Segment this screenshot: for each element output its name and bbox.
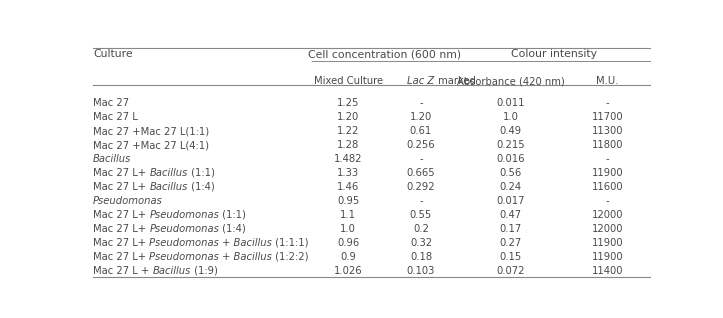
- Text: 12000: 12000: [591, 210, 623, 220]
- Text: 11700: 11700: [591, 112, 623, 122]
- Text: 1.1: 1.1: [340, 210, 356, 220]
- Text: Mac 27 L: Mac 27 L: [93, 112, 138, 122]
- Text: 0.49: 0.49: [500, 126, 522, 136]
- Text: M.U.: M.U.: [596, 76, 618, 86]
- Text: Colour intensity: Colour intensity: [511, 49, 597, 59]
- Text: Pseudomonas + Bacillus: Pseudomonas + Bacillus: [150, 252, 273, 262]
- Text: Mac 27 L+: Mac 27 L+: [93, 224, 150, 234]
- Text: 1.482: 1.482: [334, 154, 362, 164]
- Text: (1:1): (1:1): [188, 168, 215, 178]
- Text: 1.0: 1.0: [341, 224, 356, 234]
- Text: Pseudomonas: Pseudomonas: [93, 196, 163, 206]
- Text: Pseudomonas: Pseudomonas: [150, 224, 219, 234]
- Text: (1:9): (1:9): [191, 266, 218, 276]
- Text: Pseudomonas: Pseudomonas: [150, 210, 219, 220]
- Text: Bacillus: Bacillus: [150, 182, 188, 192]
- Text: 11900: 11900: [591, 252, 623, 262]
- Text: 0.47: 0.47: [500, 210, 522, 220]
- Text: 0.017: 0.017: [497, 196, 525, 206]
- Text: -: -: [605, 196, 609, 206]
- Text: (1:4): (1:4): [188, 182, 215, 192]
- Text: (1:4): (1:4): [219, 224, 246, 234]
- Text: Mac 27 +Mac 27 L(4:1): Mac 27 +Mac 27 L(4:1): [93, 140, 209, 150]
- Text: 11900: 11900: [591, 168, 623, 178]
- Text: 0.56: 0.56: [500, 168, 522, 178]
- Text: 0.17: 0.17: [500, 224, 522, 234]
- Text: 0.55: 0.55: [410, 210, 432, 220]
- Text: Mac 27 L +: Mac 27 L +: [93, 266, 153, 276]
- Text: Pseudomonas + Bacillus: Pseudomonas + Bacillus: [150, 238, 273, 248]
- Text: 11400: 11400: [591, 266, 623, 276]
- Text: Absorbance (420 nm): Absorbance (420 nm): [457, 76, 565, 86]
- Text: 1.026: 1.026: [334, 266, 362, 276]
- Text: Mac 27 +Mac 27 L(1:1): Mac 27 +Mac 27 L(1:1): [93, 126, 209, 136]
- Text: marked: marked: [435, 76, 476, 86]
- Text: 11600: 11600: [591, 182, 623, 192]
- Text: 1.28: 1.28: [337, 140, 359, 150]
- Text: Mac 27 L+: Mac 27 L+: [93, 182, 150, 192]
- Text: 0.016: 0.016: [497, 154, 525, 164]
- Text: 0.011: 0.011: [497, 98, 525, 108]
- Text: 0.15: 0.15: [500, 252, 522, 262]
- Text: -: -: [419, 98, 423, 108]
- Text: 1.22: 1.22: [337, 126, 359, 136]
- Text: 0.9: 0.9: [341, 252, 356, 262]
- Text: -: -: [605, 98, 609, 108]
- Text: 0.24: 0.24: [500, 182, 522, 192]
- Text: 1.33: 1.33: [337, 168, 359, 178]
- Text: 0.32: 0.32: [410, 238, 432, 248]
- Text: 0.96: 0.96: [337, 238, 359, 248]
- Text: Mac 27 L+: Mac 27 L+: [93, 168, 150, 178]
- Text: 0.072: 0.072: [497, 266, 525, 276]
- Text: 11800: 11800: [591, 140, 623, 150]
- Text: 1.0: 1.0: [502, 112, 518, 122]
- Text: 0.292: 0.292: [406, 182, 435, 192]
- Text: 0.95: 0.95: [337, 196, 359, 206]
- Text: Culture: Culture: [93, 49, 133, 59]
- Text: 12000: 12000: [591, 224, 623, 234]
- Text: 0.103: 0.103: [407, 266, 435, 276]
- Text: Bacillus: Bacillus: [153, 266, 191, 276]
- Text: Mixed Culture: Mixed Culture: [314, 76, 382, 86]
- Text: 1.25: 1.25: [337, 98, 359, 108]
- Text: 0.256: 0.256: [406, 140, 435, 150]
- Text: -: -: [419, 196, 423, 206]
- Text: 11900: 11900: [591, 238, 623, 248]
- Text: 0.2: 0.2: [413, 224, 429, 234]
- Text: 0.27: 0.27: [500, 238, 522, 248]
- Text: 1.20: 1.20: [410, 112, 432, 122]
- Text: 0.18: 0.18: [410, 252, 432, 262]
- Text: 0.665: 0.665: [406, 168, 435, 178]
- Text: (1:1): (1:1): [219, 210, 246, 220]
- Text: 0.215: 0.215: [496, 140, 525, 150]
- Text: Mac 27 L+: Mac 27 L+: [93, 210, 150, 220]
- Text: 1.20: 1.20: [337, 112, 359, 122]
- Text: Bacillus: Bacillus: [93, 154, 132, 164]
- Text: 0.61: 0.61: [410, 126, 432, 136]
- Text: Mac 27 L+: Mac 27 L+: [93, 252, 150, 262]
- Text: -: -: [605, 154, 609, 164]
- Text: (1:2:2): (1:2:2): [273, 252, 309, 262]
- Text: Lac Z: Lac Z: [407, 76, 435, 86]
- Text: Mac 27 L+: Mac 27 L+: [93, 238, 150, 248]
- Text: 1.46: 1.46: [337, 182, 359, 192]
- Text: Cell concentration (600 nm): Cell concentration (600 nm): [308, 49, 461, 59]
- Text: -: -: [419, 154, 423, 164]
- Text: Mac 27: Mac 27: [93, 98, 129, 108]
- Text: (1:1:1): (1:1:1): [273, 238, 309, 248]
- Text: 11300: 11300: [591, 126, 623, 136]
- Text: Bacillus: Bacillus: [150, 168, 188, 178]
